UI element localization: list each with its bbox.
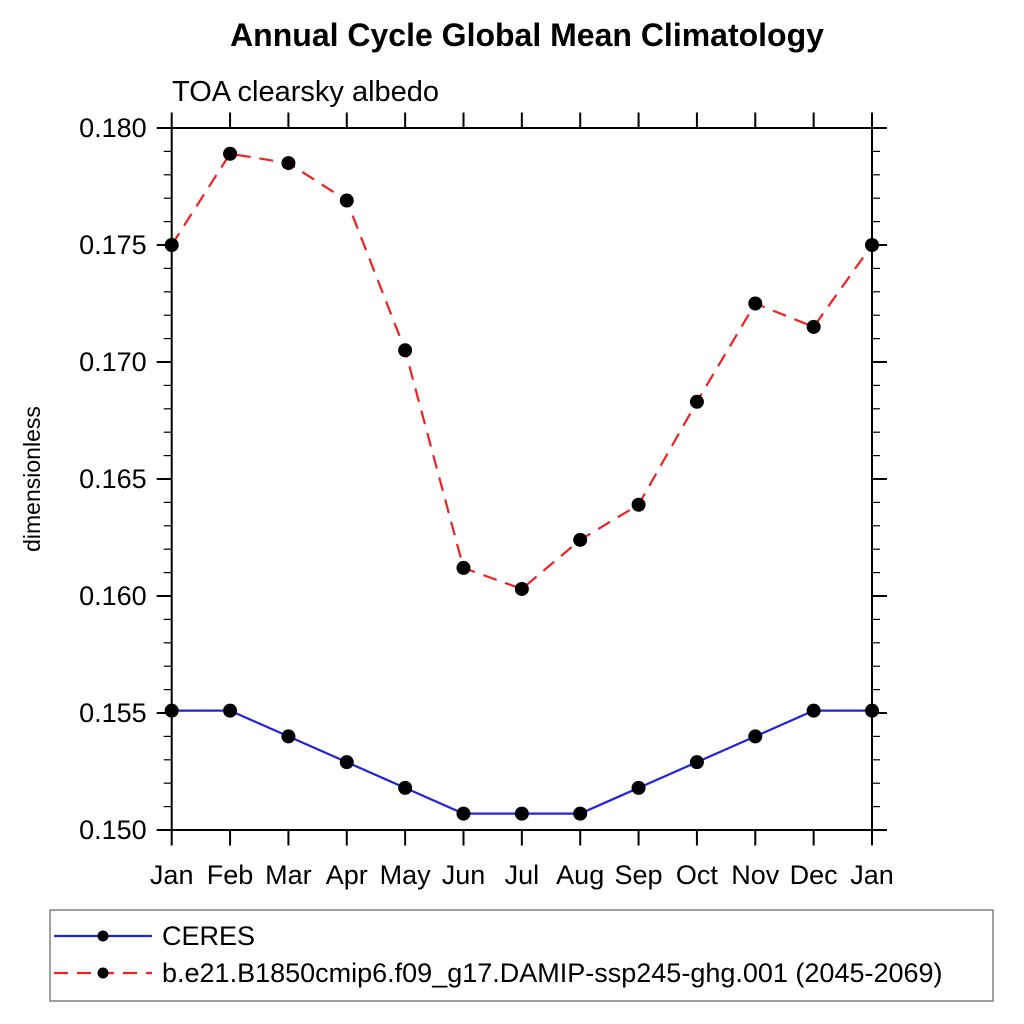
y-tick-label: 0.165 [79,464,147,494]
data-point-1-Sep [631,497,646,512]
data-point-0-Nov [748,729,763,744]
data-point-1-Jan [164,238,179,252]
series-line-0 [171,709,872,815]
data-point-0-Jan [865,703,879,718]
y-tick-label: 0.170 [79,347,147,377]
x-tick-label: Aug [556,860,604,890]
y-tick-label: 0.160 [79,581,147,611]
data-point-0-Sep [631,780,646,795]
x-tick-label: Feb [207,860,254,890]
data-point-0-Aug [573,806,588,821]
data-point-0-Dec [806,703,821,718]
legend-label-0: CERES [162,921,255,951]
x-tick-label: Jun [442,860,486,890]
plot-frame [170,127,873,831]
legend-marker-1 [97,967,109,979]
chart-subtitle: TOA clearsky albedo [172,76,439,108]
y-axis-title: dimensionless [19,406,45,552]
y-tick-label: 0.155 [79,698,147,728]
data-point-0-Jul [514,806,529,821]
legend: CERES b.e21.B1850cmip6.f09_g17.DAMIP-ssp2… [49,909,994,1002]
legend-marker-0 [97,930,109,942]
x-tick-label: Nov [731,860,780,890]
data-point-0-Apr [339,755,354,770]
x-tick-label: Jan [850,860,894,890]
data-point-1-Jul [514,581,529,596]
data-point-0-Jun [456,806,471,821]
data-point-0-Mar [281,729,296,744]
data-point-1-Mar [281,156,296,171]
y-tick-label: 0.150 [79,815,147,845]
y-tick-label: 0.180 [79,113,147,143]
data-point-1-Nov [748,296,763,311]
data-point-1-Jun [456,560,471,575]
x-tick-label: Oct [676,860,719,890]
plot-area: 0.150 0.155 0.160 0.165 0.170 0.175 0.180 Jan Fe… [79,112,894,890]
legend-label-1: b.e21.B1850cmip6.f09_g17.DAMIP-ssp245-gh… [162,958,943,988]
data-point-1-Dec [806,319,821,334]
x-tick-label: Sep [615,860,663,890]
legend-box [49,909,994,1002]
data-point-1-Apr [339,193,354,208]
series-line-1 [170,152,873,591]
data-point-0-Jan [164,703,179,718]
data-point-1-Jan [865,238,879,252]
data-point-1-Aug [573,532,588,547]
x-tick-label: Mar [265,860,312,890]
data-point-1-May [398,343,413,358]
x-tick-label: May [380,860,432,890]
data-point-1-Oct [689,394,704,409]
x-tick-label: Jan [150,860,194,890]
x-tick-label: Dec [790,860,838,890]
x-tick-label: Jul [505,860,540,890]
y-tick-label: 0.175 [79,230,147,260]
chart-title: Annual Cycle Global Mean Climatology [230,17,824,53]
data-point-0-Oct [689,755,704,770]
x-tick-label: Apr [326,860,368,890]
data-point-0-May [398,780,413,795]
data-point-0-Feb [223,703,238,718]
data-point-1-Feb [223,146,238,161]
